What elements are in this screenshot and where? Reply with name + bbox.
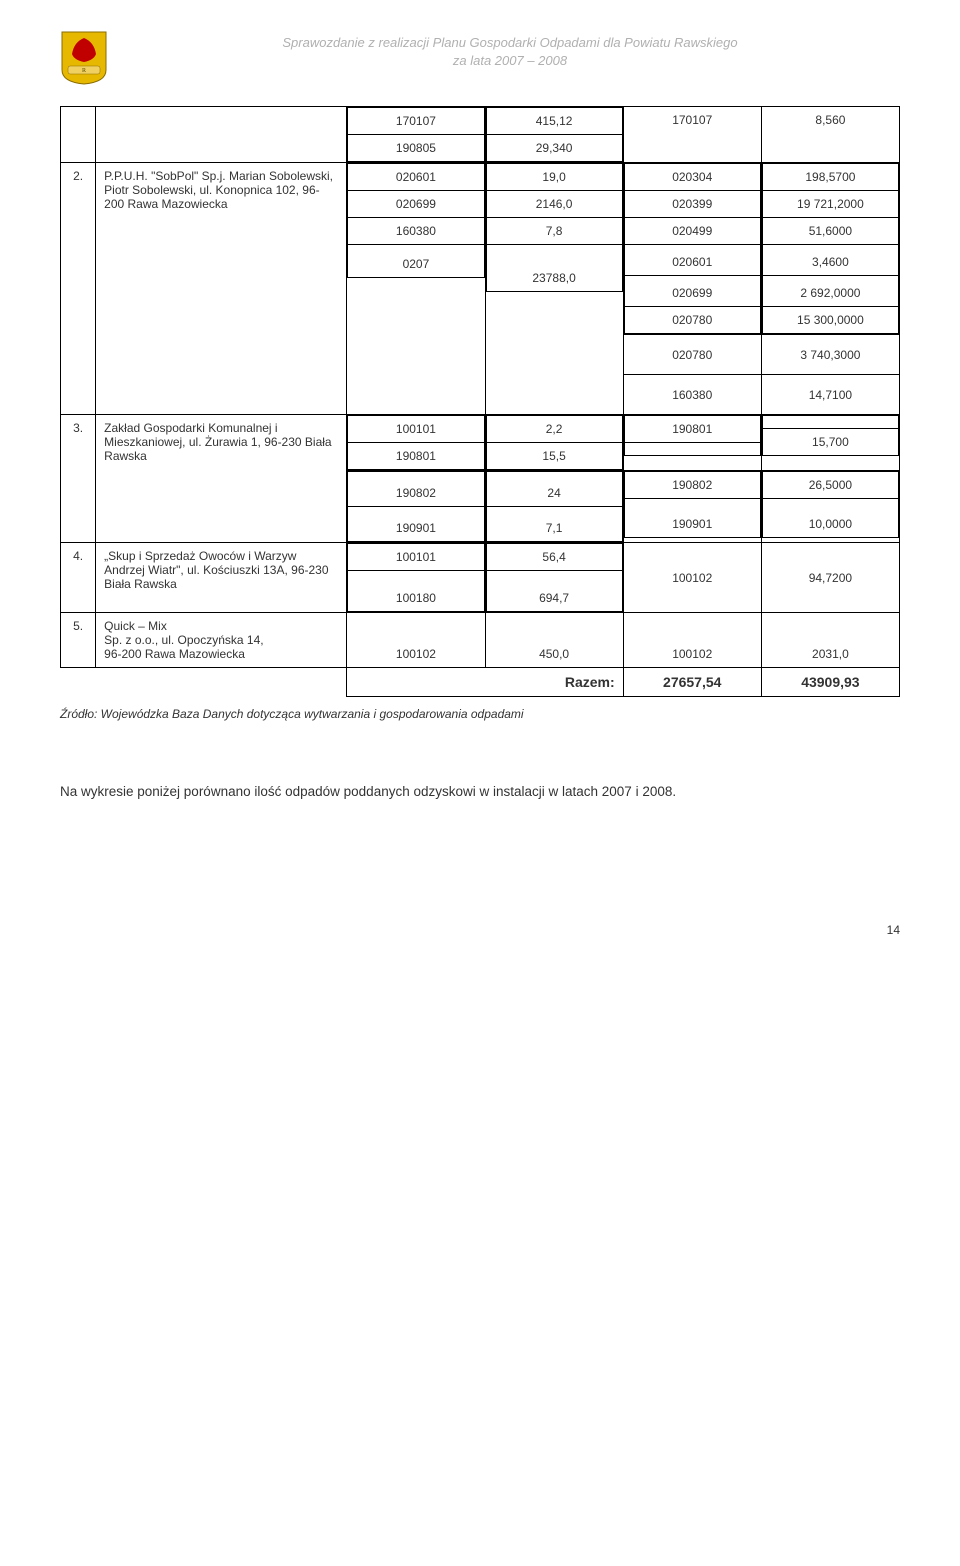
table-row: 4. „Skup i Sprzedaż Owoców i Warzyw Andr…	[61, 543, 900, 613]
cell: 020399	[624, 191, 760, 218]
cell: 020780	[623, 335, 761, 375]
svg-text:R: R	[82, 68, 86, 74]
total-value: 43909,93	[761, 668, 899, 697]
total-value: 27657,54	[623, 668, 761, 697]
cell: 15 300,0000	[762, 307, 898, 334]
cell: 190901	[624, 499, 760, 538]
cell: 100102	[623, 613, 761, 668]
cell: 160380	[348, 218, 484, 245]
cell: 020780	[624, 307, 760, 334]
cell: 170107	[623, 107, 761, 163]
table-row: 3. Zakład Gospodarki Komunalnej i Mieszk…	[61, 415, 900, 471]
cell: 2146,0	[486, 191, 622, 218]
cell: 190805	[348, 135, 484, 162]
table-row: 170107 190805 415,12 29,340 170107 8,560	[61, 107, 900, 163]
text: Sp. z o.o., ul. Opoczyńska 14,	[104, 633, 263, 647]
cell: 190801	[624, 416, 760, 443]
cell: 29,340	[486, 135, 622, 162]
table-row: 5. Quick – Mix Sp. z o.o., ul. Opoczyńsk…	[61, 613, 900, 668]
header-title: Sprawozdanie z realizacji Planu Gospodar…	[120, 30, 900, 70]
cell: 10,0000	[762, 499, 898, 538]
cell: 100102	[623, 543, 761, 613]
cell: 2 692,0000	[762, 276, 898, 307]
row-number: 2.	[61, 163, 96, 415]
header-line2: za lata 2007 – 2008	[453, 53, 567, 68]
table-row: 2. P.P.U.H. "SobPol" Sp.j. Marian Sobole…	[61, 163, 900, 335]
row-number: 4.	[61, 543, 96, 613]
cell: 7,1	[486, 507, 622, 542]
body-paragraph: Na wykresie poniżej porównano ilość odpa…	[60, 781, 900, 803]
row-number: 3.	[61, 415, 96, 543]
cell: 8,560	[761, 107, 899, 163]
row-desc: P.P.U.H. "SobPol" Sp.j. Marian Sobolewsk…	[96, 163, 347, 415]
cell: 51,6000	[762, 218, 898, 245]
data-table: 170107 190805 415,12 29,340 170107 8,560…	[60, 106, 900, 697]
cell: 020699	[624, 276, 760, 307]
cell: 170107	[348, 108, 484, 135]
cell: 415,12	[486, 108, 622, 135]
cell: 56,4	[486, 544, 622, 571]
cell: 100180	[348, 571, 484, 612]
row-desc: Quick – Mix Sp. z o.o., ul. Opoczyńska 1…	[96, 613, 347, 668]
cell: 020499	[624, 218, 760, 245]
cell: 100102	[347, 613, 485, 668]
total-label: Razem:	[347, 668, 623, 697]
cell: 94,7200	[761, 543, 899, 613]
cell: 2031,0	[761, 613, 899, 668]
cell: 14,7100	[761, 375, 899, 415]
row-desc: Zakład Gospodarki Komunalnej i Mieszkani…	[96, 415, 347, 543]
cell: 100101	[348, 544, 484, 571]
cell: 100101	[348, 416, 484, 443]
cell	[624, 443, 760, 456]
cell: 19 721,2000	[762, 191, 898, 218]
page-number: 14	[60, 923, 900, 937]
cell: 020699	[348, 191, 484, 218]
cell: 198,5700	[762, 164, 898, 191]
cell: 190901	[348, 507, 484, 542]
cell: 0207	[348, 245, 484, 278]
row-number: 5.	[61, 613, 96, 668]
page-header: R Sprawozdanie z realizacji Planu Gospod…	[60, 30, 900, 86]
cell: 190801	[348, 443, 484, 470]
total-row: Razem: 27657,54 43909,93	[61, 668, 900, 697]
text: Quick – Mix	[104, 619, 167, 633]
cell: 2,2	[486, 416, 622, 443]
cell: 694,7	[486, 571, 622, 612]
cell: 19,0	[486, 164, 622, 191]
cell: 020601	[348, 164, 484, 191]
cell	[762, 416, 898, 429]
text: 96-200 Rawa Mazowiecka	[104, 647, 245, 661]
cell: 15,700	[762, 429, 898, 456]
cell: 15,5	[486, 443, 622, 470]
cell: 7,8	[486, 218, 622, 245]
cell: 24	[486, 472, 622, 507]
cell: 3,4600	[762, 245, 898, 276]
row-desc: „Skup i Sprzedaż Owoców i Warzyw Andrzej…	[96, 543, 347, 613]
cell: 190802	[624, 472, 760, 499]
header-line1: Sprawozdanie z realizacji Planu Gospodar…	[282, 35, 737, 50]
cell: 190802	[348, 472, 484, 507]
cell: 160380	[623, 375, 761, 415]
cell: 26,5000	[762, 472, 898, 499]
cell: 23788,0	[486, 245, 622, 292]
cell: 450,0	[485, 613, 623, 668]
source-note: Źródło: Wojewódzka Baza Danych dotycząca…	[60, 707, 900, 721]
cell: 3 740,3000	[761, 335, 899, 375]
cell: 020304	[624, 164, 760, 191]
crest-icon: R	[60, 30, 108, 86]
cell: 020601	[624, 245, 760, 276]
